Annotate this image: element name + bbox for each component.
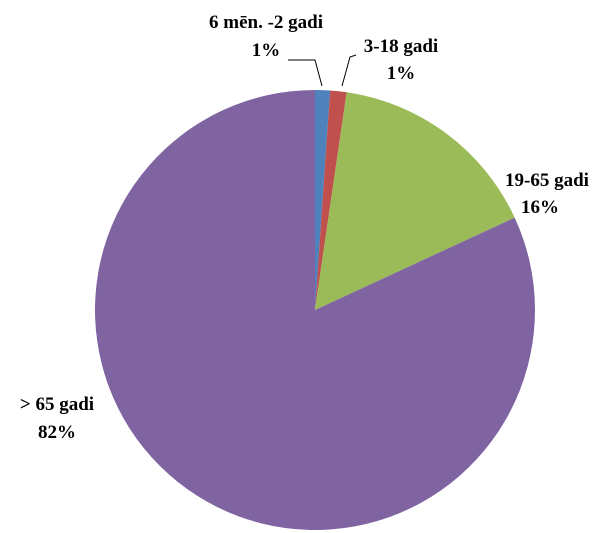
data-label-over-65gadi: > 65 gadi 82% <box>20 394 94 443</box>
data-label-3-18gadi: 3-18 gadi 1% <box>364 36 438 84</box>
data-label-6men-2gadi-percent: 1% <box>252 40 281 61</box>
data-label-over-65gadi-percent: 82% <box>38 422 76 443</box>
data-label-6men-2gadi: 6 mēn. -2 gadi 1% <box>209 12 323 61</box>
leader-line-3-18gadi <box>341 54 357 87</box>
leader-line-6men-2gadi <box>288 59 323 87</box>
pie-slice-3-18gadi <box>315 90 347 310</box>
data-label-19-65gadi: 19-65 gadi 16% <box>505 170 589 218</box>
data-label-over-65gadi-category: > 65 gadi <box>20 394 94 415</box>
pie-slice-over-65gadi <box>95 90 536 531</box>
data-label-6men-2gadi-category: 6 mēn. -2 gadi <box>209 12 323 33</box>
pie-slice-19-65gadi <box>315 92 515 310</box>
pie-slice-6men-2gadi <box>315 90 331 310</box>
pie-slices <box>95 90 536 531</box>
data-label-19-65gadi-percent: 16% <box>521 197 559 218</box>
data-label-3-18gadi-percent: 1% <box>387 63 416 84</box>
data-label-3-18gadi-category: 3-18 gadi <box>364 36 438 57</box>
data-label-19-65gadi-category: 19-65 gadi <box>505 170 589 191</box>
leader-lines <box>288 54 357 87</box>
